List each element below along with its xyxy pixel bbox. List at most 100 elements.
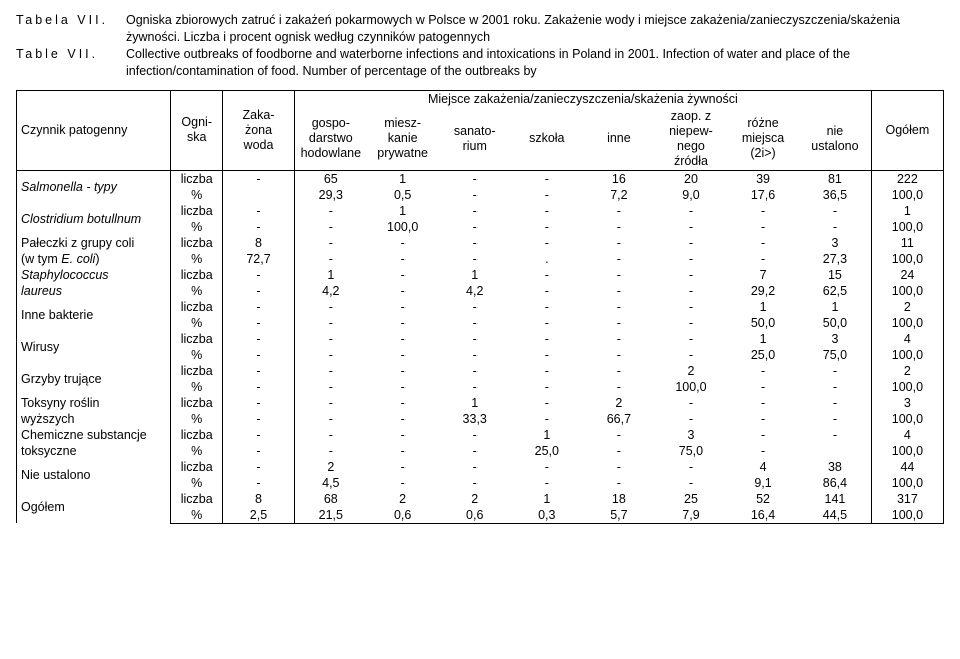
data-cell: -: [367, 283, 439, 299]
data-cell: -: [439, 427, 511, 443]
unit-cell: %: [171, 315, 222, 331]
table-row: Clostridium botullnumliczba--1------1: [17, 203, 944, 219]
data-cell: -: [655, 315, 727, 331]
caption-label-en: Table VII.: [16, 46, 126, 63]
data-cell: -: [583, 219, 655, 235]
data-cell: 50,0: [727, 315, 799, 331]
data-cell: -: [439, 299, 511, 315]
data-cell: -: [727, 363, 799, 379]
data-cell: -: [511, 347, 583, 363]
data-cell: -: [655, 347, 727, 363]
data-cell: -: [439, 203, 511, 219]
data-cell: -: [222, 299, 294, 315]
data-cell: 100,0: [871, 443, 943, 459]
caption-text-pl: Ogniska zbiorowych zatruć i zakażeń poka…: [126, 12, 944, 46]
row-label: Grzyby trujące: [17, 363, 171, 395]
data-cell: 16,4: [727, 507, 799, 524]
data-cell: 52: [727, 491, 799, 507]
table-row: Inne bakterieliczba-------112: [17, 299, 944, 315]
data-cell: -: [583, 251, 655, 267]
caption-label-pl: Tabela VII.: [16, 12, 126, 29]
data-cell: 100,0: [871, 187, 943, 203]
data-cell: 100,0: [871, 475, 943, 491]
unit-cell: liczba: [171, 491, 222, 507]
data-cell: -: [367, 475, 439, 491]
data-cell: 65: [295, 170, 367, 187]
data-cell: -: [727, 411, 799, 427]
unit-cell: %: [171, 379, 222, 395]
data-cell: 29,3: [295, 187, 367, 203]
data-cell: -: [367, 347, 439, 363]
data-cell: -: [583, 379, 655, 395]
unit-cell: liczba: [171, 203, 222, 219]
data-cell: -: [222, 475, 294, 491]
data-cell: 4,5: [295, 475, 367, 491]
data-cell: 36,5: [799, 187, 871, 203]
data-cell: -: [583, 315, 655, 331]
data-cell: -: [727, 251, 799, 267]
data-cell: 39: [727, 170, 799, 187]
data-cell: -: [295, 203, 367, 219]
data-cell: -: [799, 411, 871, 427]
data-cell: -: [655, 331, 727, 347]
unit-cell: liczba: [171, 235, 222, 251]
row-label: Ogółem: [17, 491, 171, 524]
data-cell: 68: [295, 491, 367, 507]
data-cell: 1: [727, 299, 799, 315]
data-cell: -: [655, 459, 727, 475]
data-cell: -: [511, 187, 583, 203]
data-cell: -: [511, 331, 583, 347]
data-cell: -: [439, 187, 511, 203]
data-cell: -: [367, 459, 439, 475]
data-cell: -: [655, 203, 727, 219]
data-cell: -: [439, 443, 511, 459]
data-cell: 0,6: [367, 507, 439, 524]
data-cell: -: [222, 315, 294, 331]
data-cell: -: [367, 363, 439, 379]
data-cell: 2: [583, 395, 655, 411]
data-cell: 9,0: [655, 187, 727, 203]
data-cell: -: [799, 203, 871, 219]
data-cell: -: [439, 459, 511, 475]
data-cell: 4: [871, 427, 943, 443]
data-cell: -: [655, 267, 727, 283]
data-cell: 18: [583, 491, 655, 507]
data-cell: 21,5: [295, 507, 367, 524]
data-cell: -: [583, 475, 655, 491]
unit-cell: liczba: [171, 459, 222, 475]
data-cell: -: [439, 235, 511, 251]
data-cell: -: [727, 443, 799, 459]
data-cell: -: [295, 347, 367, 363]
data-cell: 7,2: [583, 187, 655, 203]
unit-cell: %: [171, 283, 222, 299]
data-cell: [799, 443, 871, 459]
data-cell: -: [439, 315, 511, 331]
data-cell: 15: [799, 267, 871, 283]
data-cell: 75,0: [655, 443, 727, 459]
data-cell: 38: [799, 459, 871, 475]
data-cell: 1: [367, 170, 439, 187]
data-cell: -: [439, 379, 511, 395]
data-cell: -: [583, 347, 655, 363]
data-cell: -: [727, 427, 799, 443]
data-cell: -: [655, 235, 727, 251]
data-cell: -: [295, 379, 367, 395]
data-cell: 25,0: [511, 443, 583, 459]
data-cell: 2,5: [222, 507, 294, 524]
data-cell: -: [367, 427, 439, 443]
data-cell: -: [222, 411, 294, 427]
caption-text-en: Collective outbreaks of foodborne and wa…: [126, 46, 944, 80]
data-cell: 0,5: [367, 187, 439, 203]
data-cell: -: [367, 267, 439, 283]
unit-cell: %: [171, 347, 222, 363]
data-cell: 50,0: [799, 315, 871, 331]
data-cell: 100,0: [367, 219, 439, 235]
data-cell: 8: [222, 491, 294, 507]
table-row: Wirusyliczba-------134: [17, 331, 944, 347]
data-cell: -: [799, 379, 871, 395]
data-cell: -: [511, 203, 583, 219]
table-row: Nie ustalonoliczba-2-----43844: [17, 459, 944, 475]
data-cell: 75,0: [799, 347, 871, 363]
data-cell: -: [439, 475, 511, 491]
table-caption: Tabela VII. Ogniska zbiorowych zatruć i …: [16, 12, 944, 80]
